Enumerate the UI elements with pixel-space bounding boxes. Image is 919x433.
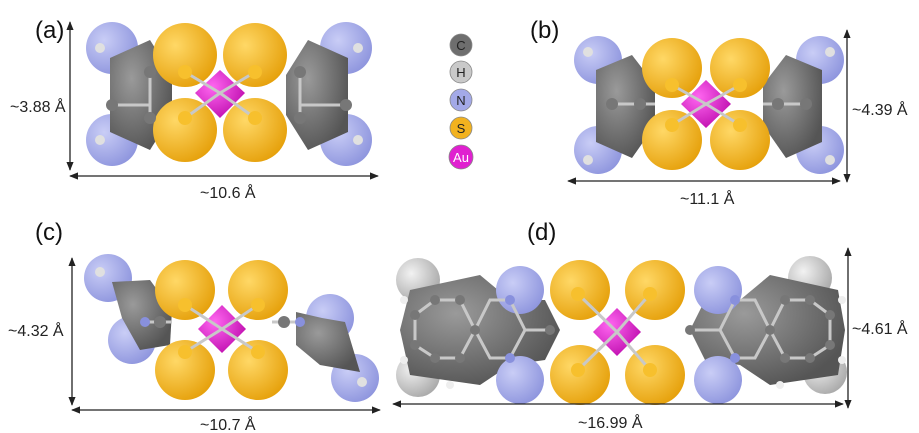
legend-label-s: S [457, 121, 466, 136]
legend-item-c: C [449, 33, 473, 57]
element-legend: C H N S Au [448, 33, 474, 170]
panel-c-label: (c) [35, 219, 63, 246]
panel-d-width-label: ~16.99 Å [578, 413, 643, 432]
legend-label-h: H [456, 65, 465, 80]
legend-label-c: C [456, 38, 465, 53]
legend-item-s: S [449, 116, 473, 140]
panel-c-width-label: ~10.7 Å [200, 415, 256, 433]
panel-b: (b) ~4.39 Å ~11.1 Å [530, 17, 908, 208]
panel-b-height-label: ~4.39 Å [852, 100, 908, 119]
legend-swatch-c [449, 33, 473, 57]
legend-swatch-n [449, 88, 473, 112]
panel-a-height-label: ~3.88 Å [10, 97, 66, 116]
panel-a-label: (a) [35, 17, 64, 44]
panel-b-label: (b) [530, 17, 559, 44]
legend-item-n: N [449, 88, 473, 112]
legend-swatch-s [449, 116, 473, 140]
legend-swatch-h [449, 60, 473, 84]
legend-item-h: H [449, 60, 473, 84]
panel-d-molecule [396, 256, 847, 405]
panel-b-molecule [574, 36, 844, 174]
panel-c-molecule [84, 254, 379, 402]
panel-c-height-label: ~4.32 Å [8, 321, 64, 340]
panel-a-molecule [86, 22, 372, 166]
panel-a-width-label: ~10.6 Å [200, 183, 256, 202]
legend-label-au: Au [453, 150, 469, 165]
legend-item-au: Au [448, 144, 474, 170]
legend-swatch-au [448, 144, 474, 170]
legend-label-n: N [456, 93, 465, 108]
panel-d: (d) [392, 219, 908, 432]
panel-d-label: (d) [527, 219, 556, 246]
panel-c: (c) ~4.32 Å ~10.7 Å [8, 219, 381, 433]
panel-d-height-label: ~4.61 Å [852, 319, 908, 338]
panel-a: (a) ~3.88 Å ~10.6 Å [10, 17, 379, 202]
panel-b-width-label: ~11.1 Å [680, 189, 735, 208]
